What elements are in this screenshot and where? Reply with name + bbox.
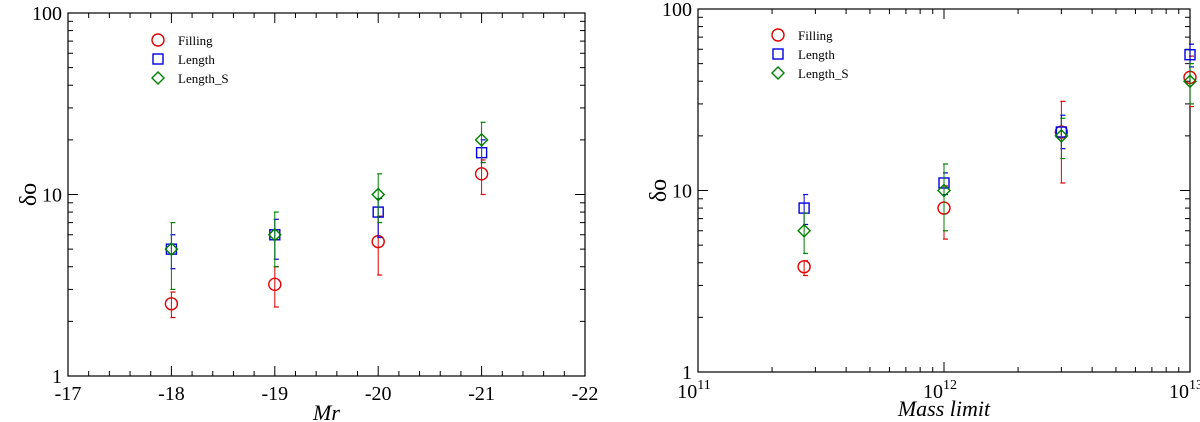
data-point — [1183, 74, 1197, 89]
x-tick-label: 1012 — [923, 378, 957, 403]
series-length — [165, 139, 488, 270]
legend: Filling Length Length_S — [771, 28, 849, 81]
legend-label: Filling — [798, 28, 833, 43]
x-tick-exponent: 13 — [1189, 378, 1200, 393]
data-point — [937, 183, 951, 198]
y-axis-label: δo — [646, 179, 672, 202]
y-tick-label: 100 — [662, 0, 692, 21]
data-point — [1054, 128, 1069, 143]
legend-marker — [151, 71, 165, 85]
legend-marker — [151, 33, 165, 47]
x-tick-label: -18 — [158, 383, 185, 405]
series-length_s — [164, 121, 489, 291]
legend-label: Length — [798, 47, 835, 62]
x-tick-label: 1013 — [1169, 378, 1200, 403]
data-point — [474, 132, 489, 147]
y-tick-label: 1 — [52, 366, 62, 388]
legend-label: Length — [178, 52, 215, 67]
x-tick-label: -22 — [572, 383, 599, 405]
x-axis-label: Mass limit — [897, 396, 991, 421]
data-point — [164, 242, 179, 257]
plot-frame — [67, 12, 586, 377]
data-point — [371, 187, 386, 202]
series-filling — [164, 159, 489, 319]
y-tick-label: 100 — [32, 3, 62, 25]
x-tick-exponent: 12 — [943, 378, 957, 393]
x-tick-base: 10 — [677, 381, 697, 403]
data-point — [474, 167, 489, 181]
x-tick-label: 1011 — [677, 378, 710, 403]
x-tick-base: 10 — [923, 381, 943, 403]
legend-marker — [772, 48, 784, 60]
legend-label: Length_S — [178, 71, 229, 86]
chart-panel-1: 1 10 100 -17 -18 -19 -20 -21 -22 Mr δo Filling Lengt… — [16, 3, 598, 422]
series-length — [798, 43, 1196, 226]
legend-marker — [152, 53, 164, 65]
data-point — [797, 223, 812, 238]
x-tick-label: -19 — [261, 383, 288, 405]
legend-label: Length_S — [798, 66, 849, 81]
data-point — [268, 277, 282, 292]
x-tick-exponent: 11 — [697, 378, 710, 393]
data-point — [267, 227, 282, 242]
x-tick-label: -21 — [468, 383, 495, 405]
series-length_s — [797, 63, 1197, 255]
data-point — [164, 297, 179, 311]
legend-label: Filling — [178, 33, 213, 48]
x-tick-label: -20 — [365, 383, 392, 405]
y-tick-label: 1 — [682, 362, 692, 384]
y-tick-label: 10 — [42, 185, 62, 207]
x-axis-label: Mr — [312, 400, 340, 422]
legend-marker — [771, 28, 785, 42]
data-point — [797, 260, 811, 274]
y-tick-label: 10 — [672, 181, 692, 203]
x-tick-base: 10 — [1169, 381, 1189, 403]
y-axis-label: δo — [16, 183, 42, 206]
legend: Filling Length Length_S — [151, 33, 229, 86]
x-tick-label: -17 — [55, 383, 82, 405]
series-filling — [797, 55, 1197, 277]
legend-marker — [771, 66, 785, 80]
data-point — [1184, 49, 1196, 61]
